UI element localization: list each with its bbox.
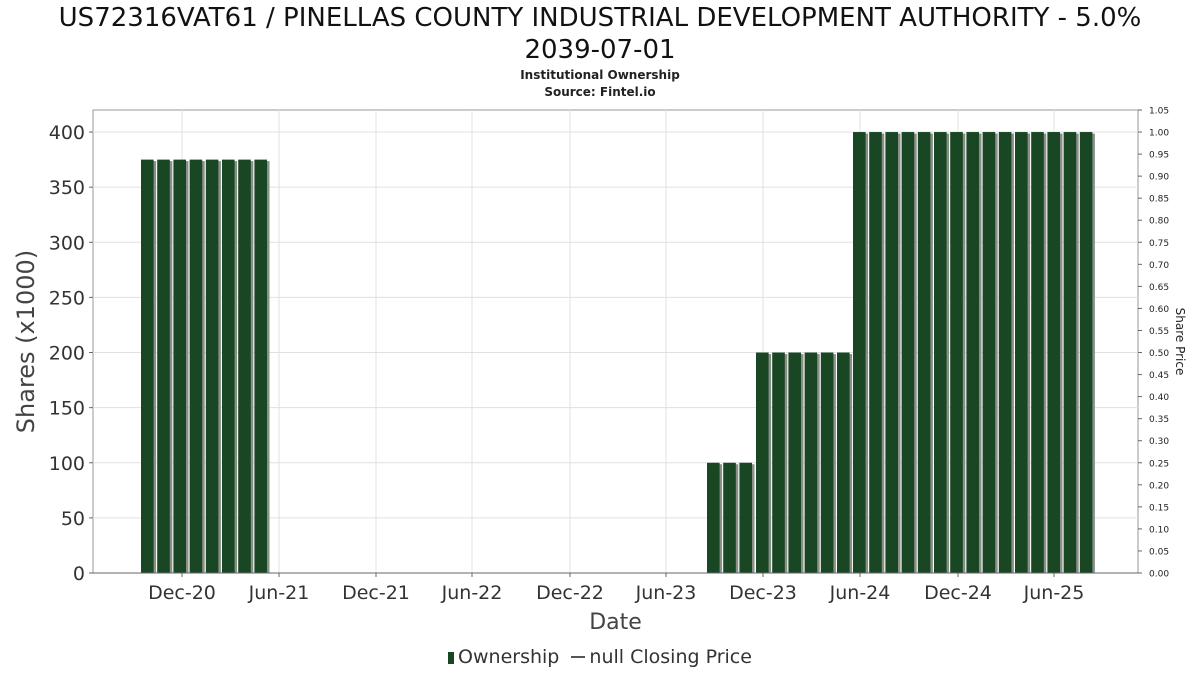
x-tick-label: Dec-22	[536, 582, 604, 604]
legend-item-closing-price[interactable]: null Closing Price	[565, 646, 752, 668]
y2-tick-label: 1.05	[1149, 107, 1169, 117]
ownership-bar	[739, 462, 752, 573]
y2-tick-label: 0.25	[1149, 459, 1169, 469]
x-tick-label: Jun-21	[248, 582, 310, 604]
ownership-bar	[917, 132, 931, 574]
chart-title-line-2: 2039-07-01	[524, 35, 676, 65]
y-tick-label: 50	[61, 508, 85, 530]
ownership-bar	[173, 159, 186, 573]
y2-tick-label: 0.60	[1149, 305, 1169, 315]
y2-tick-label: 0.40	[1149, 393, 1169, 403]
ownership-bar	[1031, 132, 1044, 574]
chart-title-line-1: US72316VAT61 / PINELLAS COUNTY INDUSTRIA…	[58, 3, 1142, 33]
ownership-bar	[189, 159, 203, 573]
x-tick-label: Dec-21	[342, 582, 410, 604]
y2-tick-label: 0.90	[1149, 173, 1169, 183]
y2-tick-label: 0.35	[1149, 415, 1169, 425]
ownership-bar	[141, 159, 154, 573]
y2-axis-title: Share Price	[1173, 308, 1187, 376]
ownership-bar	[157, 159, 170, 573]
legend-label-ownership: Ownership	[458, 646, 560, 668]
x-tick-label: Jun-25	[1023, 582, 1085, 604]
y-tick-label: 300	[49, 232, 85, 254]
ownership-bar	[869, 132, 882, 574]
y2-tick-label: 0.00	[1149, 570, 1169, 580]
y2-tick-label: 0.95	[1149, 151, 1169, 161]
x-tick-label: Jun-23	[635, 582, 697, 604]
ownership-bar	[1063, 132, 1077, 574]
ownership-bar	[982, 132, 996, 574]
ownership-bar	[222, 159, 235, 573]
x-tick-label: Dec-24	[924, 582, 992, 604]
y-tick-label: 400	[49, 122, 85, 144]
ownership-chart: 0 50 100 150 200 250 300 350 400 0.00 0.05 0.10 0.15…	[12, 107, 1187, 636]
ownership-bar	[238, 159, 251, 573]
x-tick-label: Jun-22	[441, 582, 503, 604]
y-axis-title: Shares (x1000)	[12, 250, 40, 433]
chart-source: Source: Fintel.io	[544, 85, 656, 99]
y2-tick-label: 0.70	[1149, 261, 1169, 271]
x-tick-label: Dec-20	[148, 582, 216, 604]
ownership-bar	[934, 132, 947, 574]
chart-legend: Ownership null Closing Price	[0, 646, 1200, 668]
ownership-bar	[966, 132, 979, 574]
chart-subtitle: Institutional Ownership	[520, 68, 680, 82]
y2-tick-label: 0.55	[1149, 327, 1169, 337]
ownership-bar	[837, 352, 850, 573]
y2-tick-label: 0.45	[1149, 371, 1169, 381]
ownership-bar	[853, 132, 866, 574]
y2-tick-label: 1.00	[1149, 129, 1169, 139]
ownership-bar	[254, 159, 267, 573]
ownership-bar	[205, 159, 219, 573]
y2-tick-label: 0.30	[1149, 437, 1169, 447]
y2-tick-label: 0.15	[1149, 503, 1169, 513]
ownership-bar	[950, 132, 963, 574]
y-tick-label: 100	[49, 453, 85, 475]
ownership-bar	[723, 462, 736, 573]
ownership-bar	[707, 462, 720, 573]
x-tick-label: Jun-24	[829, 582, 891, 604]
ownership-bar	[1015, 132, 1028, 574]
y-tick-label: 250	[49, 287, 85, 309]
ownership-bar	[998, 132, 1012, 574]
y2-tick-label: 0.85	[1149, 195, 1169, 205]
ownership-bar	[788, 352, 801, 573]
x-tick-label: Dec-23	[729, 582, 797, 604]
ownership-bar	[885, 132, 898, 574]
y2-tick-label: 0.20	[1149, 481, 1169, 491]
ownership-swatch-icon	[448, 652, 455, 664]
legend-label-closing-price: null Closing Price	[589, 646, 752, 668]
y2-tick-label: 0.75	[1149, 239, 1169, 249]
legend-item-ownership[interactable]: Ownership	[448, 646, 565, 668]
closing-price-line-icon	[571, 656, 586, 658]
ownership-bar	[1047, 132, 1060, 574]
y-tick-label: 150	[49, 398, 85, 420]
ownership-bar	[820, 352, 834, 573]
y-tick-label: 350	[49, 177, 85, 199]
y2-tick-label: 0.50	[1149, 349, 1169, 359]
ownership-bar	[1079, 132, 1093, 574]
ownership-bar	[756, 352, 769, 573]
y2-tick-label: 0.10	[1149, 525, 1169, 535]
y-tick-label: 0	[73, 563, 85, 585]
ownership-bar	[901, 132, 915, 574]
y2-tick-label: 0.05	[1149, 547, 1169, 557]
ownership-bar	[804, 352, 818, 573]
ownership-bar	[772, 352, 785, 573]
x-axis-title: Date	[589, 610, 642, 635]
y2-tick-label: 0.80	[1149, 217, 1169, 227]
y2-tick-label: 0.65	[1149, 283, 1169, 293]
y-tick-label: 200	[49, 343, 85, 365]
